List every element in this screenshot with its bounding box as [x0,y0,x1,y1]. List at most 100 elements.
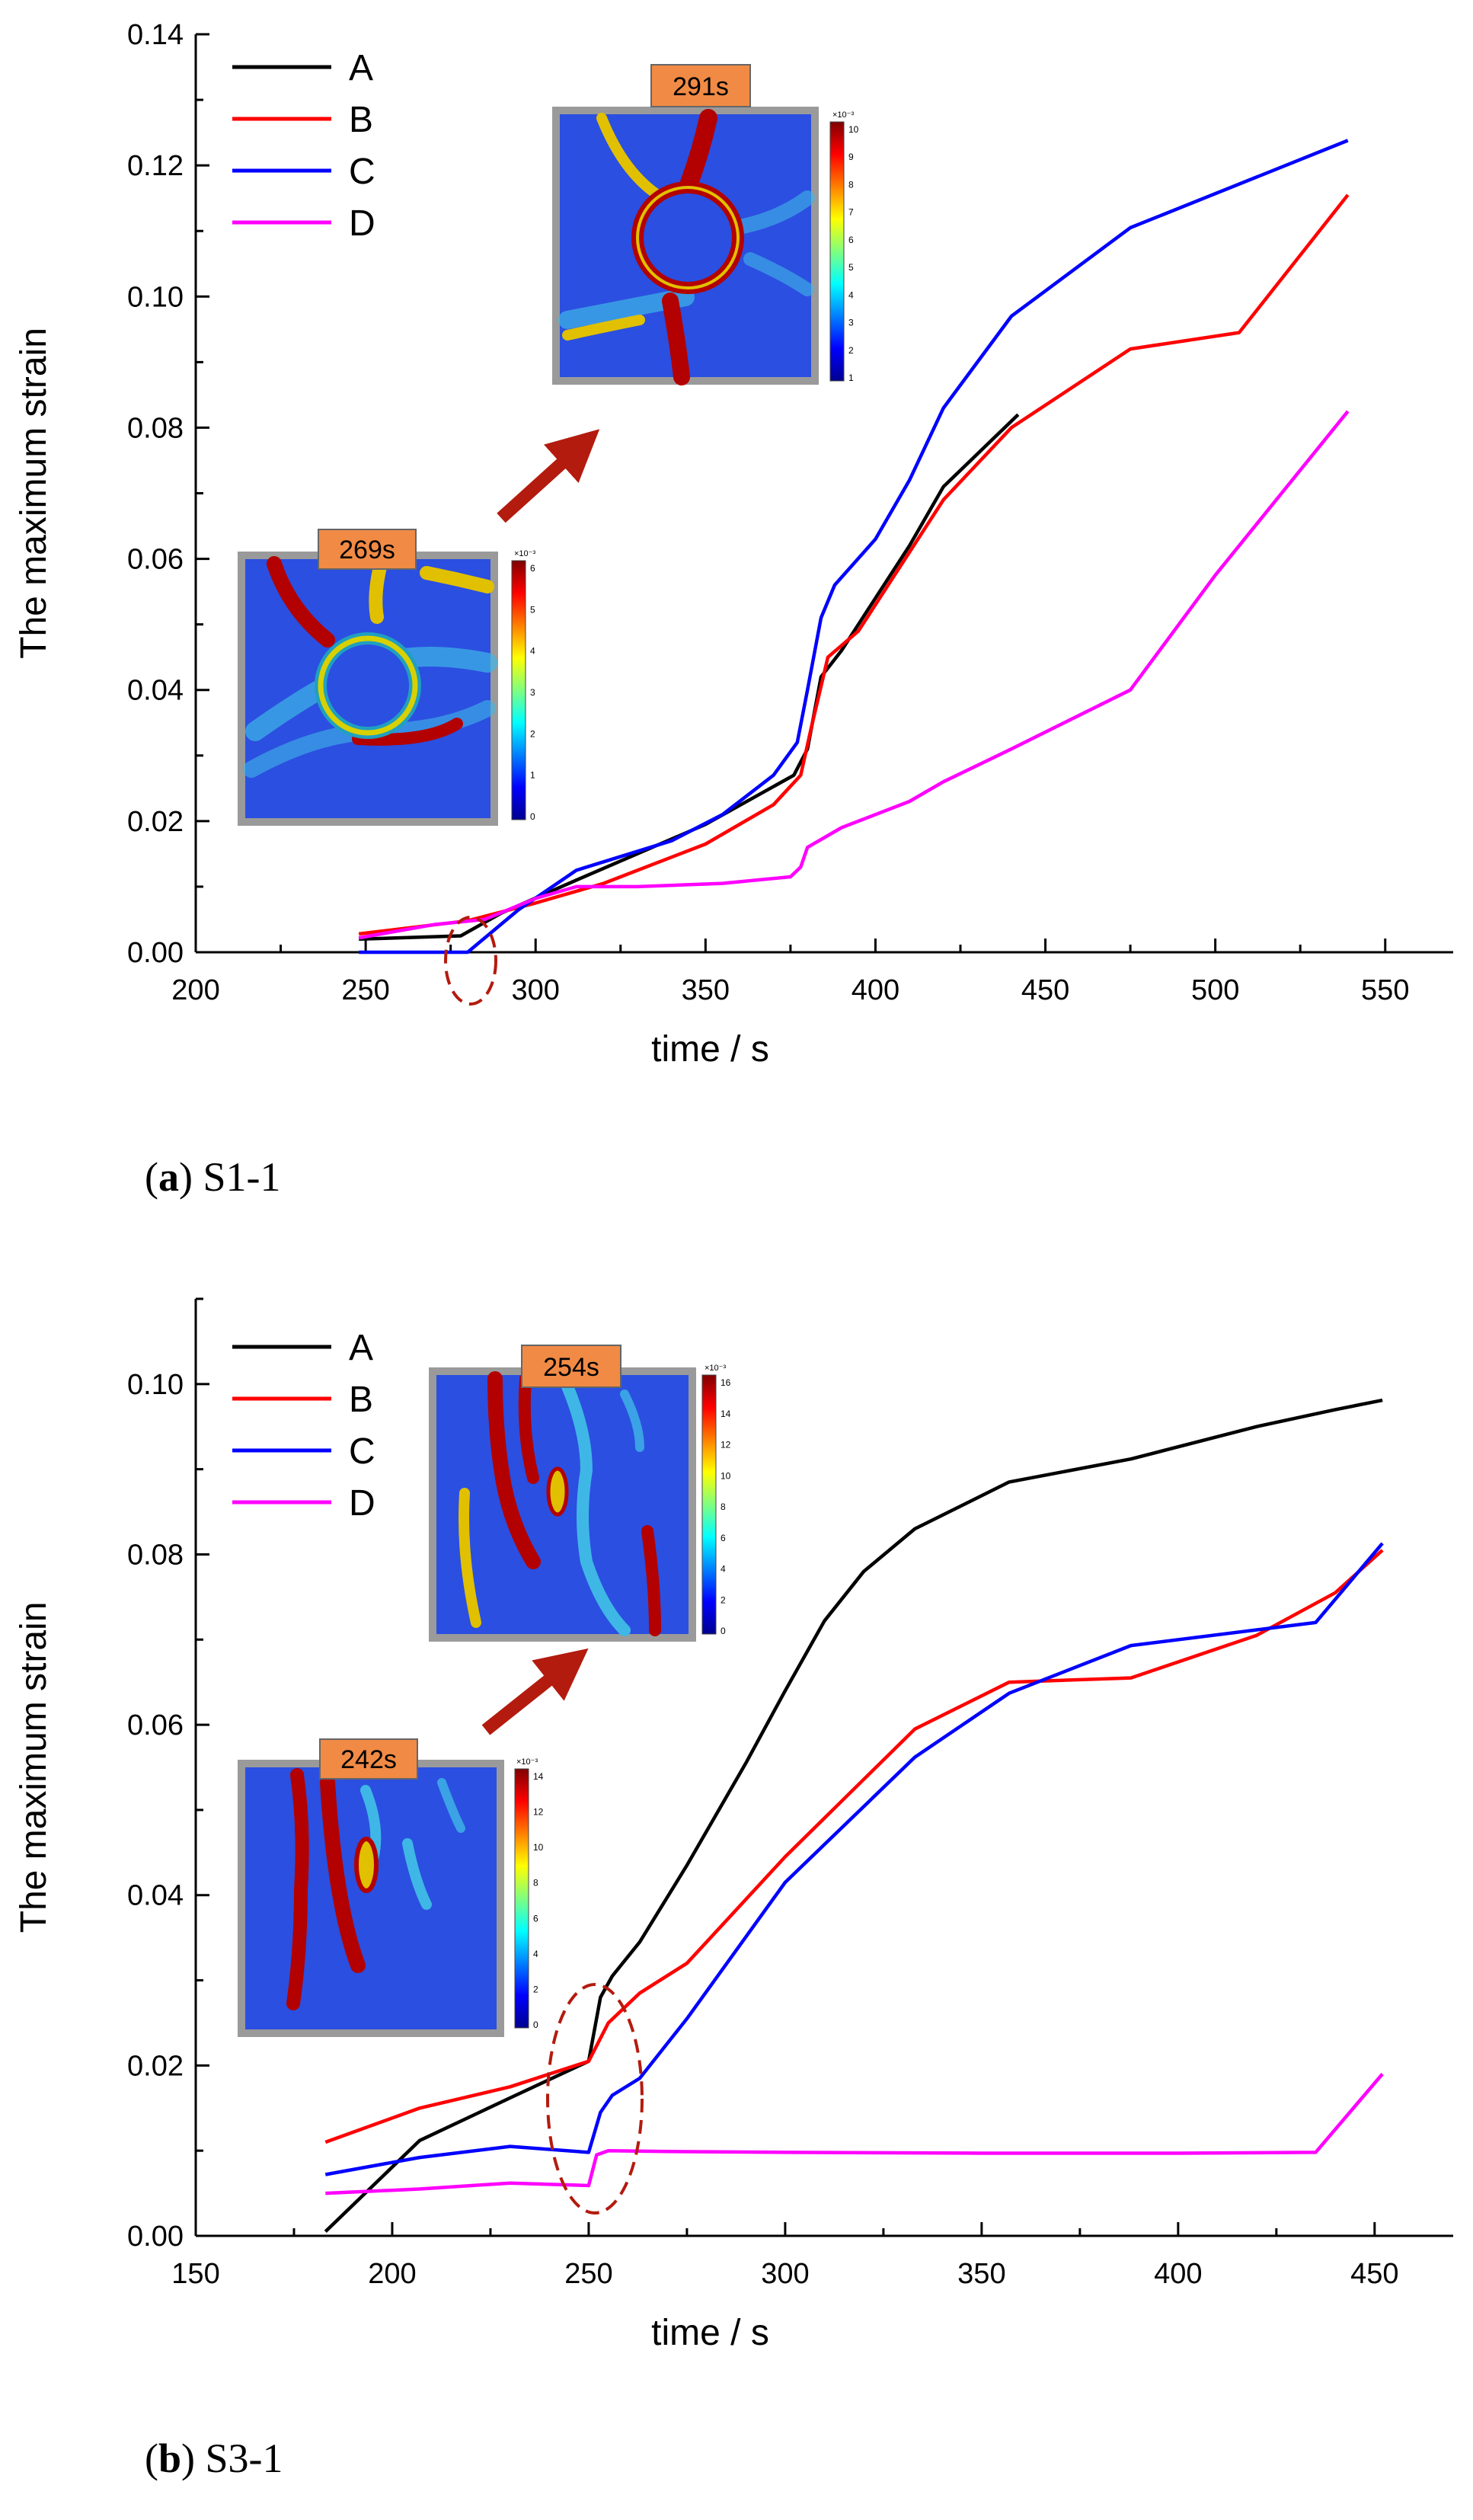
scale-exponent: ×10⁻³ [516,1757,538,1767]
scale-tick-label: 2 [533,1984,538,1994]
y-axis-label: The maximum strain [14,328,54,659]
scale-tick-label: 4 [530,646,535,657]
scale-tick-label: 10 [721,1470,731,1481]
scale-tick-label: 0 [533,2020,538,2030]
legend-label-C: C [349,152,375,192]
scale-tick-label: 4 [533,1949,538,1959]
inset-label-254s: 254s [521,1345,621,1388]
scale-tick-label: 6 [721,1533,726,1543]
scale-tick-label: 8 [721,1501,726,1512]
y-axis-label: The maximum strain [14,1602,54,1933]
series-line-B [358,193,1350,936]
inset-label-text: 242s [340,1745,397,1774]
x-tick-label: 500 [1191,974,1239,1006]
scale-tick-label: 5 [848,262,854,273]
x-tick-label: 400 [1154,2258,1202,2290]
scale-tick-label: 14 [533,1771,544,1782]
scale-tick-label: 0 [721,1626,726,1636]
x-axis-label: time / s [651,1029,769,1070]
x-tick-label: 200 [171,974,219,1006]
highlight-ellipse [546,1983,644,2215]
scale-tick-label: 7 [848,207,854,218]
y-tick-label: 0.10 [127,1369,184,1401]
scale-tick-label: 8 [848,179,854,190]
scale-exponent: ×10⁻³ [514,549,535,558]
x-tick-label: 350 [957,2258,1005,2290]
y-tick-label: 0.06 [127,544,184,576]
legend-label-B: B [349,1380,373,1420]
scale-tick-label: 10 [533,1842,544,1853]
scale-tick-label: 1 [848,373,854,383]
scale-exponent: ×10⁻³ [832,110,854,120]
scale-tick-label: 6 [530,563,535,574]
y-tick-label: 0.12 [127,150,184,182]
legend-label-D: D [349,203,375,244]
scale-tick-label: 1 [530,770,535,781]
x-tick-label: 300 [761,2258,809,2290]
x-tick-label: 150 [171,2258,219,2290]
x-tick-label: 400 [852,974,899,1006]
inset-image-291s: 10 9 8 7 6 5 4 3 2 1 [552,107,859,385]
scale-tick-label: 10 [848,124,859,135]
panel-a-caption: (a) S1-1 [145,1154,280,1200]
panel-b-caption: (b) S3-1 [145,2435,283,2481]
inset-label-text: 254s [543,1353,599,1382]
caption-letter: a [158,1154,179,1200]
caption-text: S3-1 [195,2435,283,2481]
legend-label-A: A [349,1328,373,1368]
x-tick-label: 450 [1350,2258,1398,2290]
x-tick-label: 250 [341,974,389,1006]
caption-letter: b [158,2435,181,2481]
x-axis-label: time / s [651,2313,769,2353]
legend-label-B: B [349,100,373,140]
scale-tick-label: 9 [848,152,854,162]
arrow-annotation [497,429,600,523]
scale-tick-label: 12 [533,1807,544,1818]
legend-label-C: C [349,1431,375,1472]
y-tick-label: 0.04 [127,675,184,707]
y-tick-label: 0.02 [127,2050,184,2082]
caption-text: S1-1 [193,1154,281,1200]
y-tick-label: 0.00 [127,937,184,969]
inset-label-text: 269s [339,536,395,564]
inset-label-291s: 291s [650,64,751,107]
scale-tick-label: 16 [721,1377,731,1388]
x-tick-label: 450 [1021,974,1069,1006]
scale-tick-label: 0 [530,811,535,822]
scale-tick-label: 2 [530,728,535,739]
x-tick-label: 200 [368,2258,416,2290]
x-tick-label: 550 [1361,974,1409,1006]
arrow-annotation [481,1648,589,1735]
highlight-ellipse [444,916,497,1006]
inset-image-254s: 16 14 12 10 8 6 4 2 0 [429,1367,731,1642]
panel-b-axes: 150 200 250 300 350 400 4500.000.020.040.060.0… [14,1297,1453,2353]
series-line-C [324,1542,1384,2176]
y-tick-label: 0.08 [127,412,184,444]
y-tick-label: 0.06 [127,1709,184,1741]
y-tick-label: 0.14 [127,19,184,51]
x-tick-label: 300 [512,974,560,1006]
scale-tick-label: 4 [848,289,854,300]
panel-a-axes: 200 250 300 3 5 0 400 450 500 550 0.00 0.02 0.04 0.06… [14,19,1453,1070]
y-tick-label: 0.00 [127,2221,184,2253]
y-tick-label: 0.02 [127,806,184,838]
scale-exponent: ×10⁻³ [705,1364,726,1373]
x-tick-label: 250 [564,2258,612,2290]
y-tick-label: 0.10 [127,281,184,313]
panel-a-series [358,139,1350,955]
series-line-B [324,1549,1384,2144]
inset-label-text: 291s [673,72,729,101]
panel-a: 200 250 300 3 5 0 400 450 500 550 0.00 0.02 0.04 0.06… [14,19,1453,1200]
scale-tick-label: 2 [721,1594,726,1605]
series-line-D [358,410,1350,940]
scale-tick-label: 3 [530,687,535,698]
inset-image-242s: 14 12 10 8 6 4 2 0 [238,1760,544,2037]
y-tick-label: 0.04 [127,1880,184,1912]
inset-label-269s: 269s [318,529,417,570]
scale-tick-label: 12 [721,1440,731,1450]
scale-tick-label: 6 [848,235,854,245]
y-tick-label: 0.08 [127,1539,184,1571]
